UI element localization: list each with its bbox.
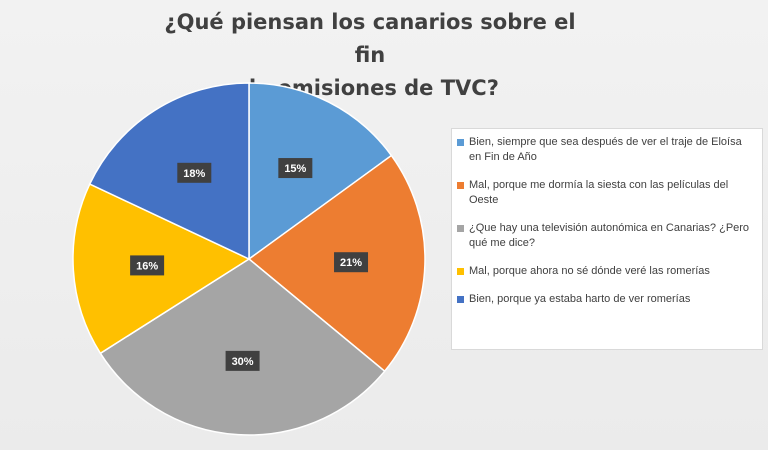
data-label-text: 18% [183,168,205,180]
legend-item: Bien, porque ya estaba harto de ver rome… [457,292,756,307]
legend-label: Bien, porque ya estaba harto de ver rome… [469,293,691,305]
legend: Bien, siempre que sea después de ver el … [451,128,763,350]
chart-title: ¿Qué piensan los canarios sobre el fin d… [150,6,590,105]
data-label-3: 30% [225,350,260,371]
legend-label: ¿Que hay una televisión autonómica en Ca… [469,222,750,249]
pie-slice-3 [99,258,386,436]
data-label-box [177,162,212,183]
data-label-text: 21% [340,257,362,269]
legend-item: Bien, siempre que sea después de ver el … [457,135,756,165]
data-label-box [130,255,165,276]
data-label-text: 15% [284,163,306,175]
chart-title-line-1: ¿Qué piensan los canarios sobre el fin [164,10,576,67]
data-label-box [334,252,369,273]
data-label-4: 16% [130,255,165,276]
data-label-box [225,350,260,371]
legend-item: Mal, porque ahora no sé dónde veré las r… [457,264,756,279]
legend-swatch [457,225,464,232]
legend-label: Mal, porque ahora no sé dónde veré las r… [469,265,710,277]
data-label-2: 21% [334,252,369,273]
pie-slice-1 [248,82,393,261]
legend-item: Mal, porque me dormía la siesta con las … [457,178,756,208]
legend-swatch [457,296,464,303]
data-label-text: 30% [232,356,254,368]
legend-label: Mal, porque me dormía la siesta con las … [469,179,729,206]
legend-swatch [457,268,464,275]
pie-slice-5 [88,82,250,261]
data-label-text: 16% [136,260,158,272]
legend-label: Bien, siempre que sea después de ver el … [469,136,742,163]
data-label-5: 18% [177,162,212,183]
data-label-box [278,158,313,179]
legend-item: ¿Que hay una televisión autonómica en Ca… [457,221,756,251]
legend-swatch [457,182,464,189]
data-label-1: 15% [278,158,313,179]
legend-swatch [457,139,464,146]
